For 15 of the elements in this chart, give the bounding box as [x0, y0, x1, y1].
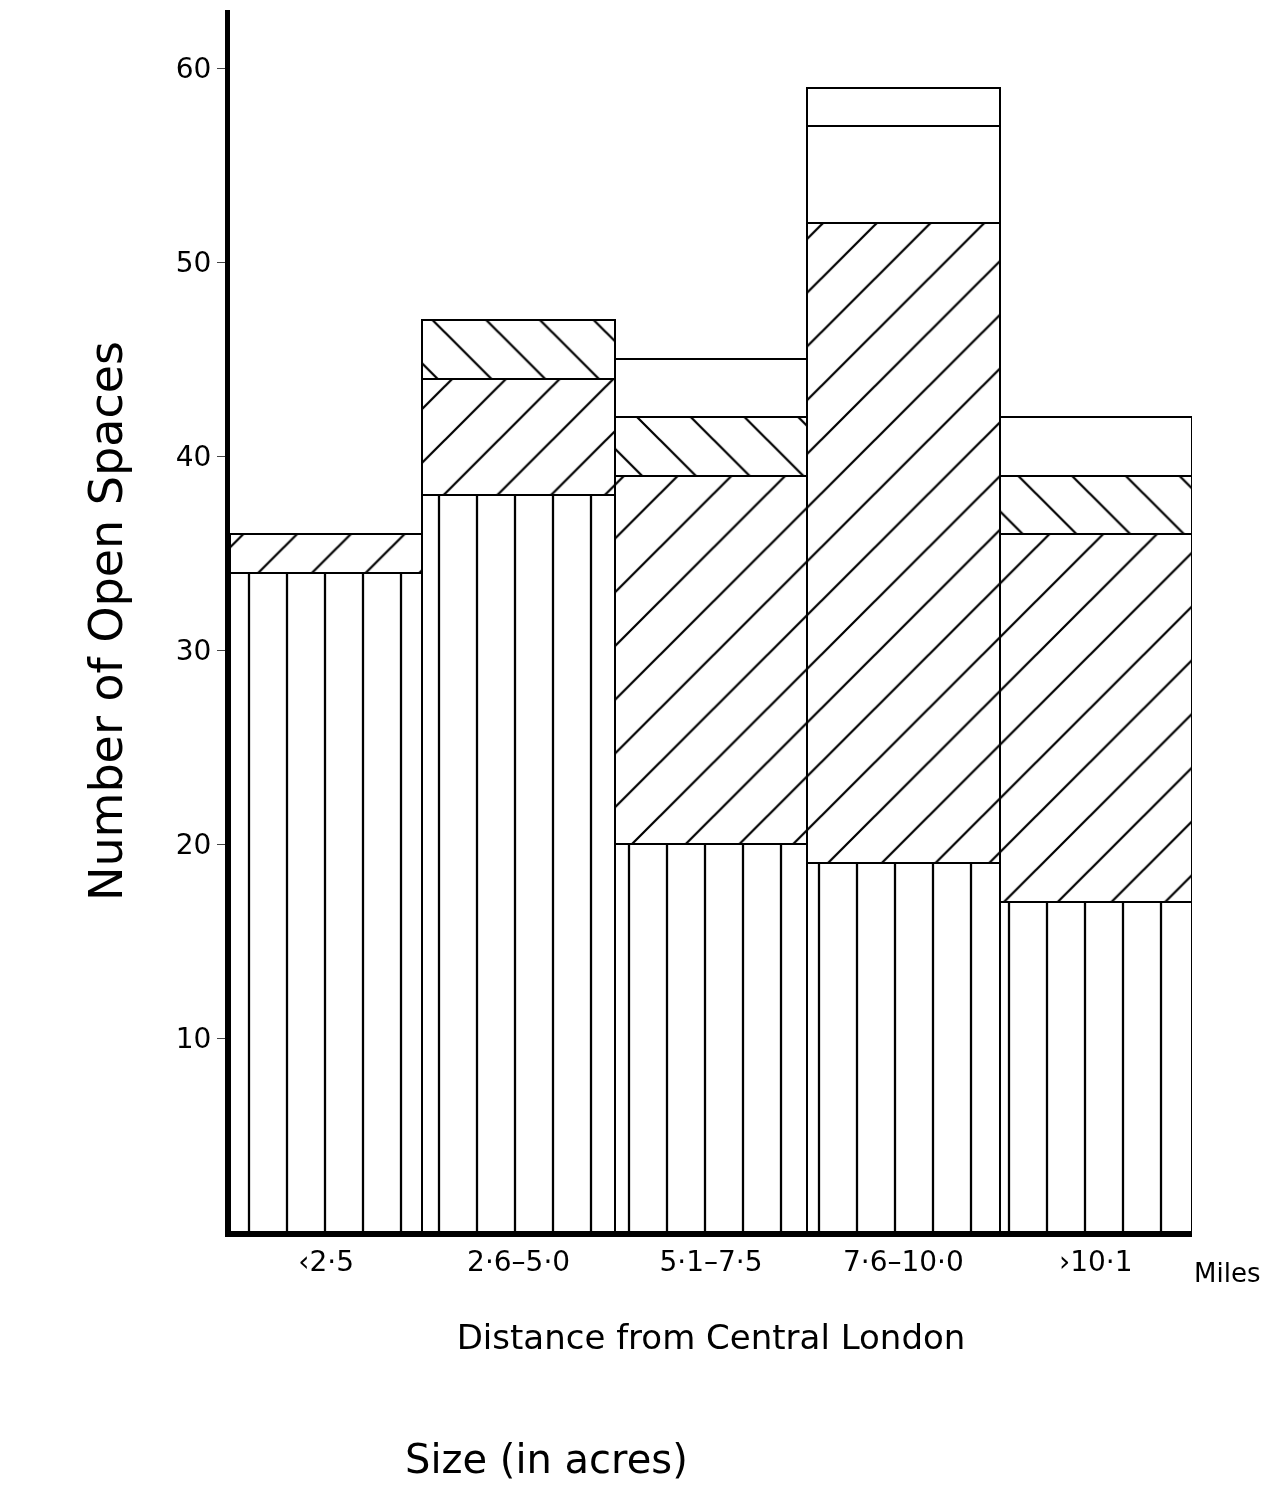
- y-tick-label: 10: [175, 1021, 212, 1055]
- x-tick-label: ›10·1: [1059, 1244, 1133, 1278]
- x-tick-label: 7·6–10·0: [842, 1244, 964, 1278]
- y-tick-label: 60: [175, 51, 212, 85]
- text: Size (in acres): [405, 1436, 688, 1482]
- text: Miles: [1194, 1258, 1261, 1288]
- x-axis-title: Distance from Central London: [456, 1316, 966, 1357]
- y-tick-label: 50: [175, 245, 212, 279]
- x-tick-label: ‹2·5: [298, 1244, 355, 1278]
- y-tick-label: 40: [175, 439, 212, 473]
- x-tick-label: 2·6–5·0: [467, 1244, 571, 1278]
- y-tick-label: 30: [175, 633, 212, 667]
- y-tick-label: 20: [175, 827, 212, 861]
- y-axis-title: Number of Open Spaces: [79, 341, 134, 901]
- x-tick-label: 5·1–7·5: [659, 1244, 763, 1278]
